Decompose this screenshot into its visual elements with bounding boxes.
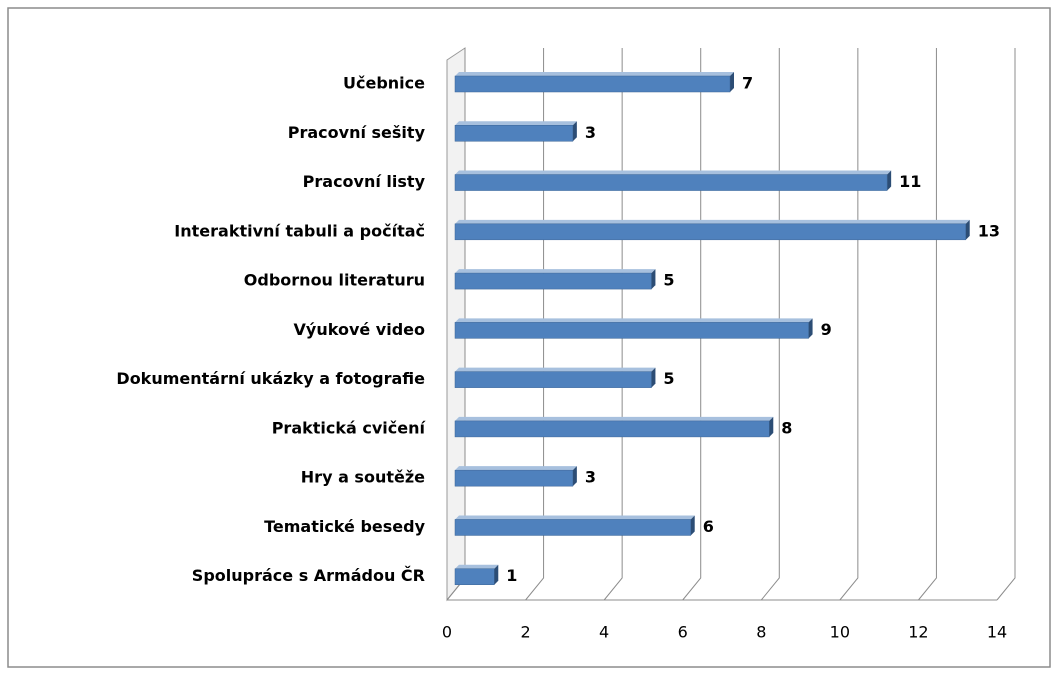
bar — [454, 269, 656, 290]
bar — [454, 367, 656, 388]
bar — [454, 121, 577, 142]
bar-face — [769, 416, 774, 437]
bar-face — [455, 318, 813, 323]
y-tick-label: Pracovní listy — [303, 172, 426, 191]
bar-face — [572, 121, 577, 142]
y-tick-label: Odbornou literaturu — [244, 271, 425, 290]
bar-face — [690, 515, 695, 536]
x-tick-label: 6 — [678, 623, 688, 642]
y-tick-label: Spolupráce s Armádou ČR — [192, 566, 425, 585]
value-label: 3 — [585, 123, 596, 142]
value-label: 11 — [899, 172, 921, 191]
bar-face — [455, 219, 970, 224]
y-tick-label: Interaktivní tabuli a počítač — [174, 221, 425, 240]
bar — [454, 416, 774, 438]
y-tick-label: Výukové video — [294, 320, 425, 339]
bar-face — [454, 519, 691, 536]
bar-face — [454, 174, 888, 191]
bar-face — [454, 568, 495, 585]
grid-line — [996, 48, 1016, 601]
y-tick-label: Dokumentární ukázky a fotografie — [116, 369, 425, 388]
value-label: 5 — [663, 369, 674, 388]
bar-face — [455, 72, 734, 76]
value-label: 13 — [978, 221, 1000, 240]
value-label: 5 — [663, 271, 674, 290]
bar-face — [965, 219, 970, 240]
bar-face — [454, 371, 652, 388]
bar-face — [454, 223, 966, 241]
bar — [454, 564, 499, 585]
bar-face — [454, 75, 731, 93]
bar-face — [455, 269, 656, 274]
y-tick-label: Učebnice — [343, 74, 425, 93]
bar-face — [455, 515, 695, 520]
bar — [454, 219, 970, 241]
bar-face — [651, 367, 656, 388]
value-label: 1 — [506, 566, 517, 585]
bar-face — [455, 170, 892, 175]
y-tick-label: Pracovní sešity — [288, 123, 426, 142]
x-tick-label: 2 — [520, 623, 530, 642]
value-label: 6 — [703, 517, 714, 536]
bar — [454, 515, 695, 536]
value-label: 7 — [742, 74, 753, 93]
bar-face — [730, 72, 734, 92]
bar-face — [455, 367, 656, 372]
bar-face — [494, 564, 499, 585]
bar-face — [808, 318, 813, 339]
y-tick-label: Praktická cvičení — [272, 418, 427, 437]
y-tick-label: Hry a soutěže — [301, 468, 425, 487]
x-tick-label: 8 — [756, 623, 766, 642]
value-label: 8 — [781, 418, 792, 437]
bar-face — [454, 125, 574, 142]
bar-face — [454, 420, 770, 438]
x-tick-label: 12 — [908, 623, 928, 642]
bar-face — [572, 466, 577, 487]
x-tick-label: 14 — [987, 623, 1007, 642]
x-tick-label: 10 — [830, 623, 850, 642]
bar-face — [455, 121, 577, 126]
bar — [454, 466, 577, 487]
x-tick-label: 0 — [442, 623, 452, 642]
bar-face — [887, 170, 892, 191]
bar-face — [455, 416, 774, 421]
bar-face — [455, 564, 499, 569]
bar — [454, 170, 892, 191]
bar-face — [455, 466, 577, 471]
bar — [454, 318, 813, 339]
x-tick-label: 4 — [599, 623, 609, 642]
bar-face — [454, 272, 652, 290]
value-label: 9 — [821, 320, 832, 339]
y-tick-label: Tematické besedy — [264, 517, 425, 536]
bar-face — [651, 269, 656, 290]
value-label: 3 — [585, 468, 596, 487]
bar — [454, 72, 734, 93]
bar-face — [454, 469, 574, 487]
bar-face — [454, 322, 809, 339]
